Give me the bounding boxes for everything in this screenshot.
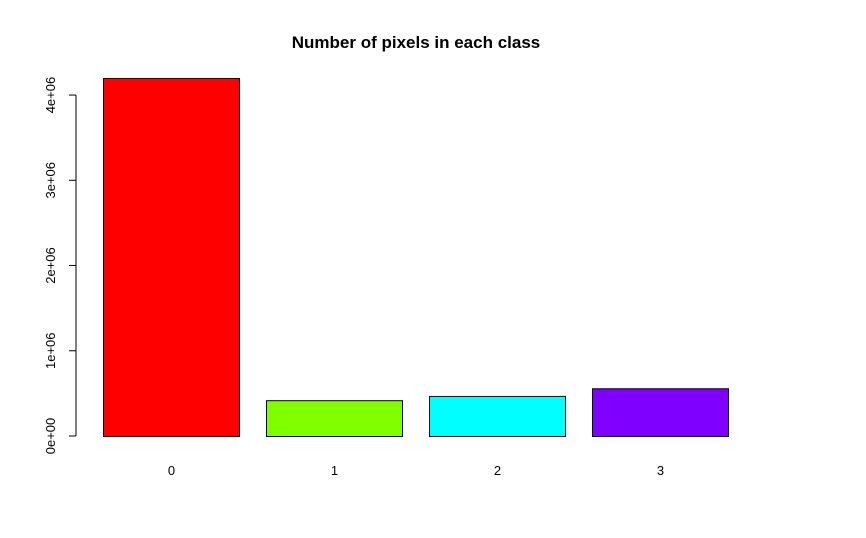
y-tick-label: 0e+00 (43, 418, 58, 455)
x-axis-labels: 0 1 2 3 (168, 463, 664, 478)
bars-group (103, 78, 729, 438)
x-tick-label: 1 (331, 463, 338, 478)
bar-3 (592, 388, 729, 437)
y-tick-label: 4e+06 (43, 77, 58, 114)
y-tick-label: 3e+06 (43, 162, 58, 199)
y-tick-label: 2e+06 (43, 247, 58, 284)
bar-2 (429, 395, 566, 438)
y-tick-label: 1e+06 (43, 333, 58, 370)
chart-title: Number of pixels in each class (292, 33, 540, 52)
x-tick-label: 2 (494, 463, 501, 478)
y-axis: 0e+00 1e+06 2e+06 3e+06 4e+06 (43, 77, 77, 455)
x-tick-label: 3 (657, 463, 664, 478)
bar-0 (103, 78, 240, 437)
x-tick-label: 0 (168, 463, 175, 478)
bar-1 (266, 400, 403, 438)
